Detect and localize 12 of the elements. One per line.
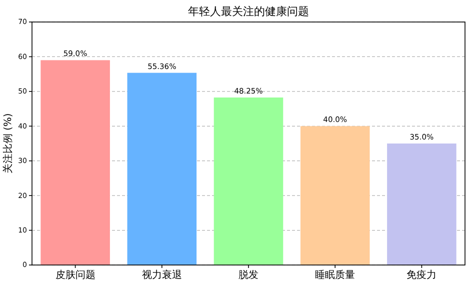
bar <box>127 72 197 265</box>
x-tick-label: 皮肤问题 <box>55 269 96 281</box>
x-tick-label: 睡眠质量 <box>315 269 356 281</box>
x-tick-label: 免疫力 <box>406 269 437 281</box>
x-tick-label: 视力衰退 <box>142 269 182 281</box>
chart-title: 年轻人最关注的健康问题 <box>188 5 309 18</box>
x-tick-label: 脱发 <box>238 269 258 281</box>
bar <box>214 98 284 265</box>
bar <box>40 60 110 265</box>
bar <box>387 144 456 265</box>
bar <box>300 126 370 265</box>
y-axis-title: 关注比例 (%) <box>2 113 14 174</box>
